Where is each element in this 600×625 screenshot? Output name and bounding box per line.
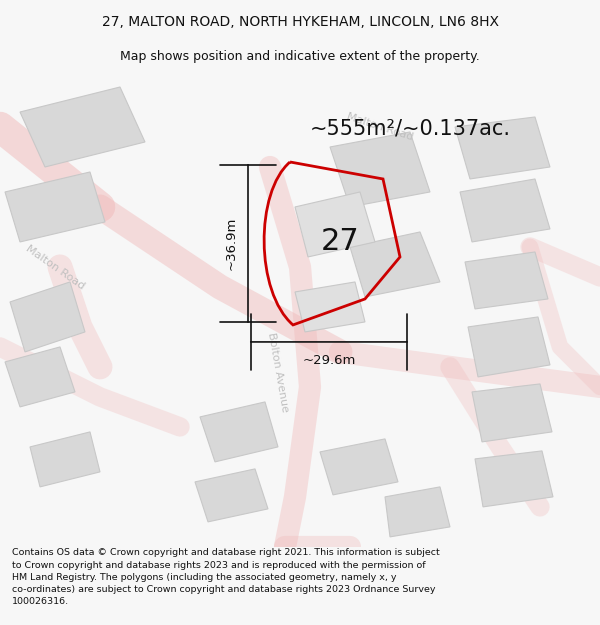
Text: Malton Road: Malton Road (24, 243, 86, 291)
Polygon shape (472, 384, 552, 442)
Polygon shape (5, 172, 105, 242)
Polygon shape (200, 402, 278, 462)
Polygon shape (455, 117, 550, 179)
Polygon shape (330, 132, 430, 207)
Text: Contains OS data © Crown copyright and database right 2021. This information is : Contains OS data © Crown copyright and d… (12, 549, 440, 606)
Polygon shape (468, 317, 550, 377)
Polygon shape (5, 347, 75, 407)
Text: Malton Road: Malton Road (346, 111, 415, 142)
Polygon shape (295, 192, 375, 257)
Polygon shape (10, 282, 85, 352)
Polygon shape (350, 232, 440, 297)
Polygon shape (385, 487, 450, 537)
Text: ~29.6m: ~29.6m (302, 354, 356, 367)
Text: ~36.9m: ~36.9m (225, 217, 238, 270)
Text: ~555m²/~0.137ac.: ~555m²/~0.137ac. (310, 119, 511, 139)
Polygon shape (475, 451, 553, 507)
Text: 27, MALTON ROAD, NORTH HYKEHAM, LINCOLN, LN6 8HX: 27, MALTON ROAD, NORTH HYKEHAM, LINCOLN,… (101, 16, 499, 29)
Polygon shape (320, 439, 398, 495)
Text: Map shows position and indicative extent of the property.: Map shows position and indicative extent… (120, 50, 480, 62)
Polygon shape (30, 432, 100, 487)
Polygon shape (460, 179, 550, 242)
Polygon shape (195, 469, 268, 522)
Text: 27: 27 (320, 228, 359, 256)
Polygon shape (295, 282, 365, 332)
Text: Bolton Avenue: Bolton Avenue (266, 331, 290, 412)
Polygon shape (465, 252, 548, 309)
Polygon shape (20, 87, 145, 167)
